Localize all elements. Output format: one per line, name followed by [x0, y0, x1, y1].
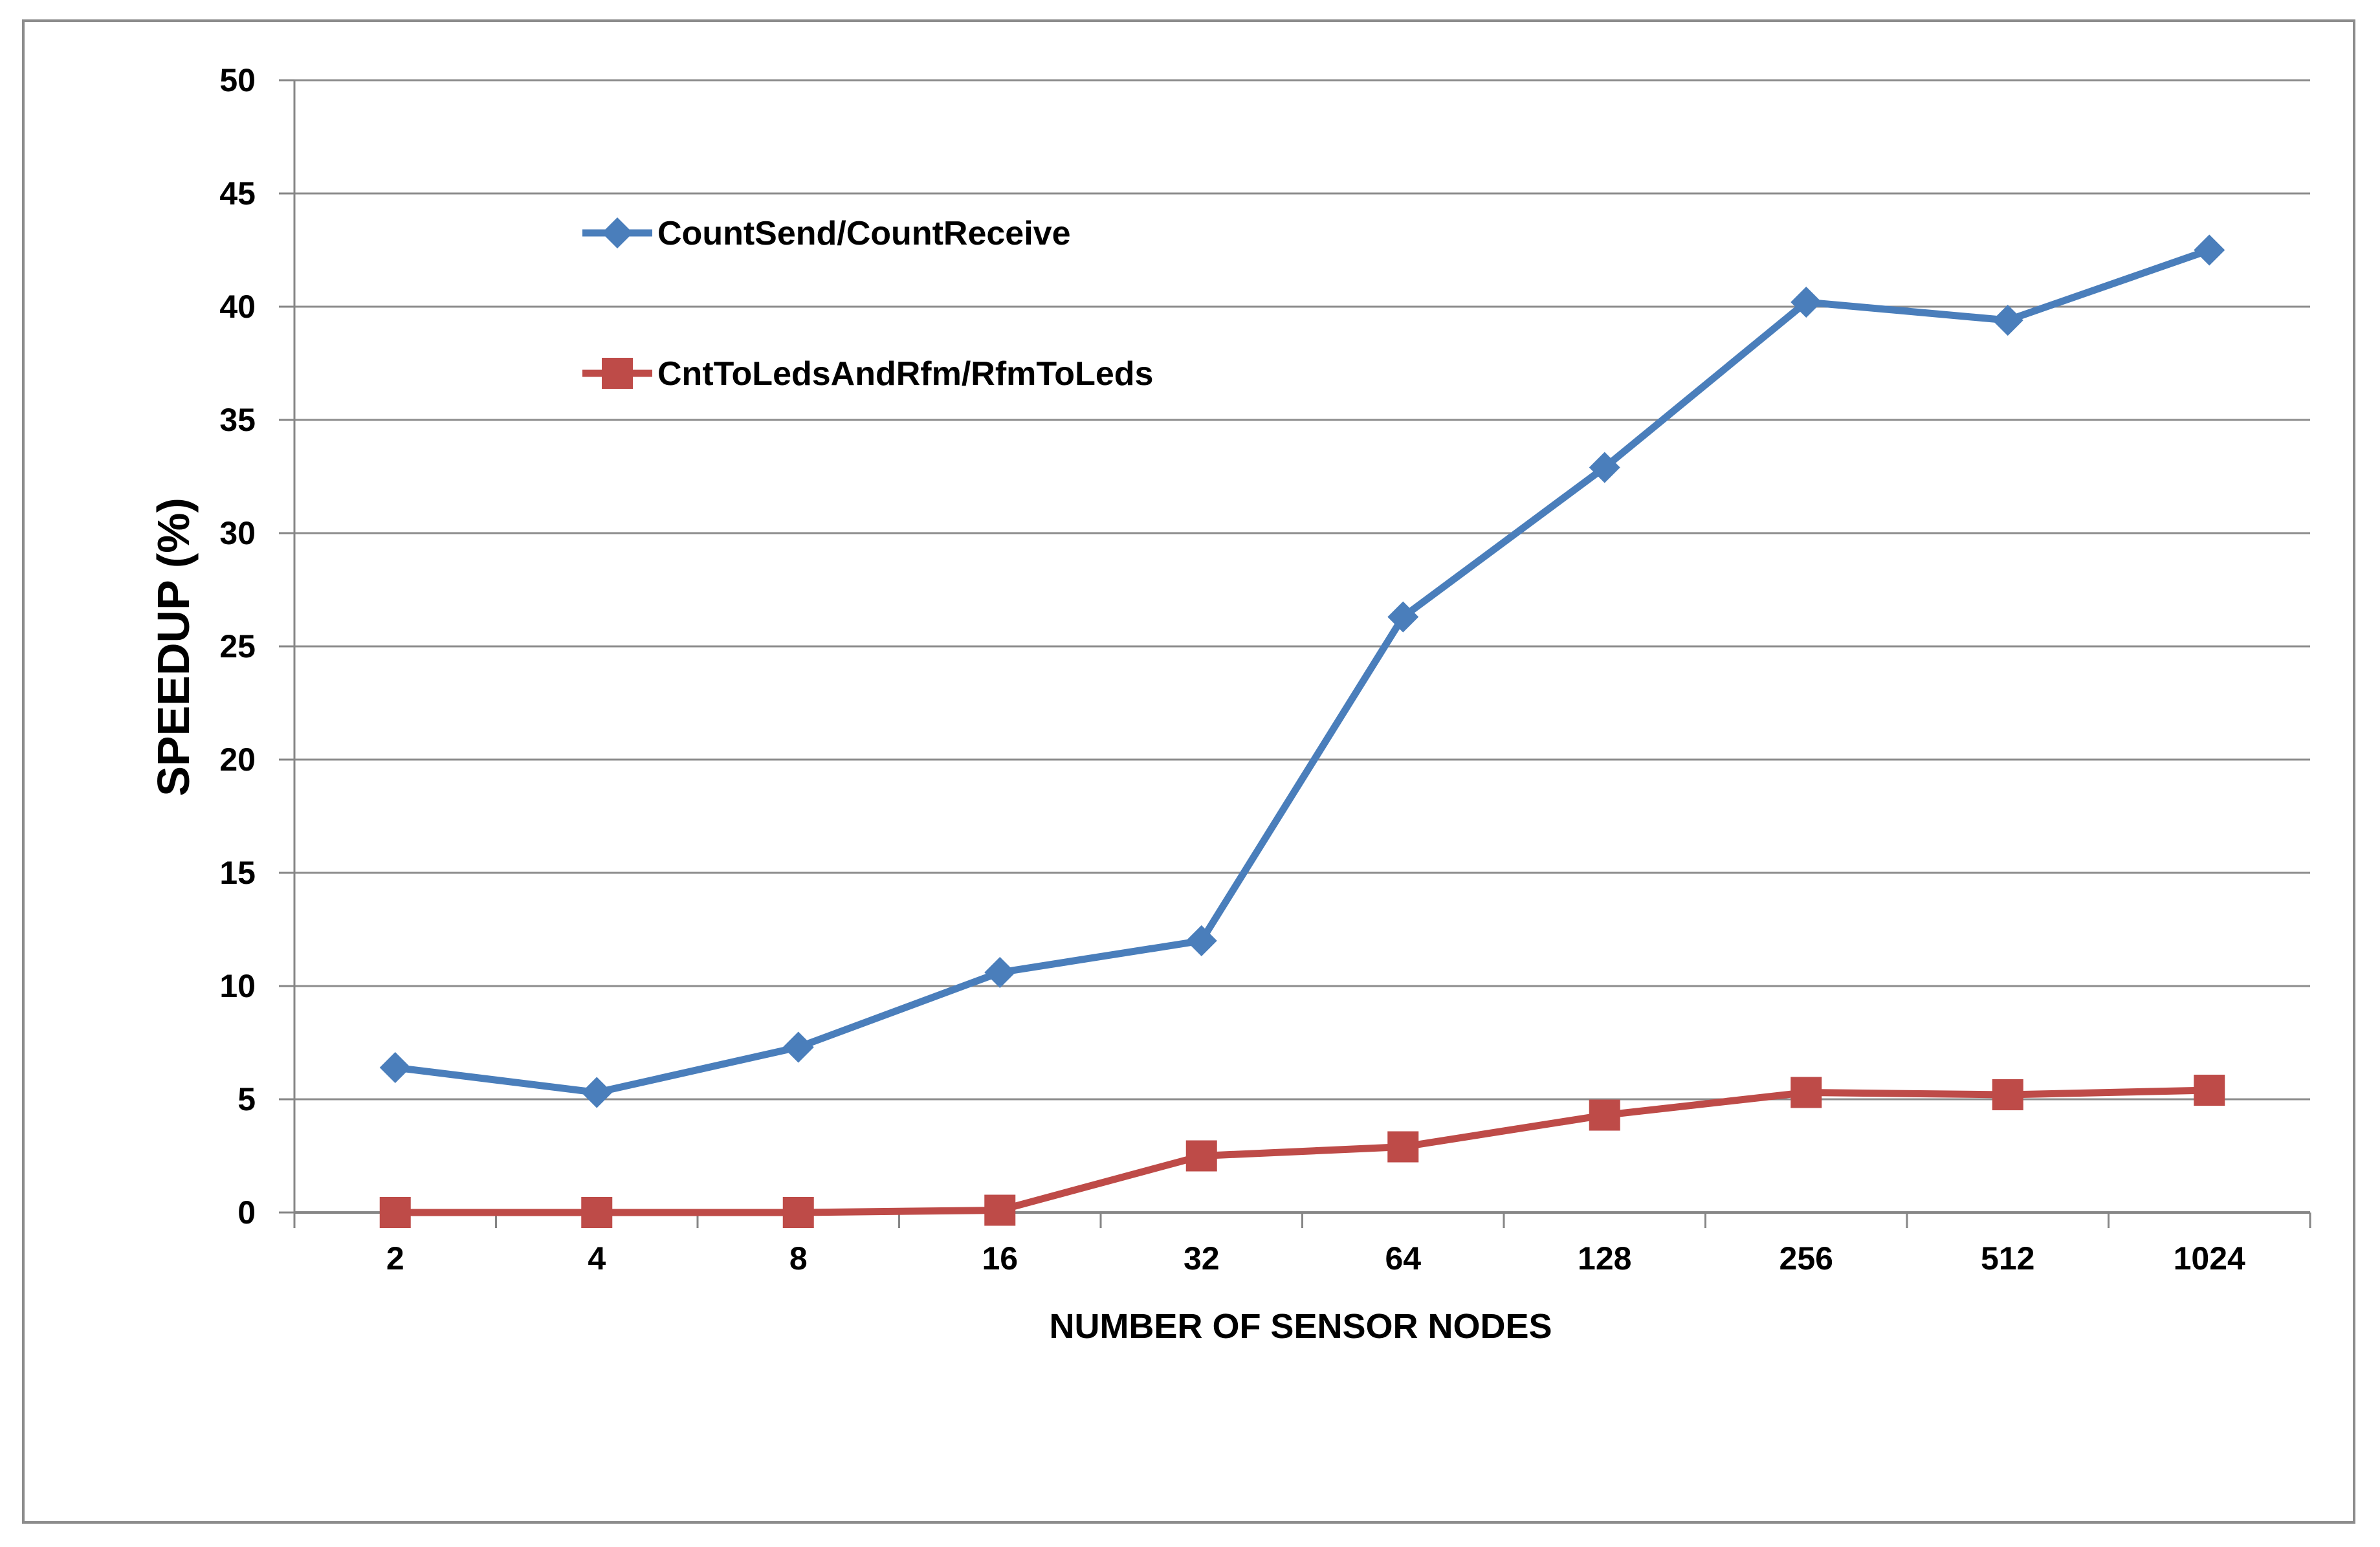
- y-tick-label: 20: [219, 741, 256, 778]
- x-tick-label: 8: [789, 1240, 808, 1277]
- data-point: [782, 1197, 814, 1228]
- y-tick-label: 30: [219, 515, 256, 551]
- series-line: [391, 1086, 2213, 1216]
- data-point: [1387, 601, 1419, 633]
- legend: CountSend/CountReceive CntToLedsAndRfm/Rf…: [582, 215, 1153, 393]
- legend-entry: CntToLedsAndRfm/RfmToLeds: [582, 355, 1153, 393]
- data-point: [581, 1197, 613, 1228]
- data-point: [1185, 1140, 1217, 1172]
- data-point: [1992, 305, 2023, 336]
- y-axis-title: SPEEDUP (%): [148, 498, 199, 796]
- legend-marker: [602, 358, 633, 389]
- data-point: [1185, 925, 1217, 956]
- x-tick-label: 32: [1184, 1240, 1220, 1277]
- data-point: [1589, 452, 1620, 483]
- x-tick-label: 128: [1578, 1240, 1631, 1277]
- x-tick-label: 512: [1981, 1240, 2034, 1277]
- data-point: [379, 1052, 411, 1083]
- data-point: [1791, 1077, 1822, 1108]
- data-point: [379, 1197, 411, 1228]
- x-tick-label: 4: [588, 1240, 606, 1277]
- data-point: [581, 1077, 613, 1108]
- series-lines: [379, 234, 2225, 1228]
- data-point: [984, 957, 1016, 988]
- data-point: [1387, 1131, 1419, 1163]
- x-tick-label: 2: [386, 1240, 404, 1277]
- y-tick-label: 45: [219, 175, 256, 212]
- data-point: [1992, 1079, 2023, 1110]
- y-tick-label: 15: [219, 855, 256, 891]
- y-tick-label: 50: [219, 62, 256, 98]
- axes: [279, 79, 2311, 1228]
- x-tick-label: 256: [1779, 1240, 1833, 1277]
- y-tick-label: 5: [237, 1081, 256, 1117]
- x-axis-title: NUMBER OF SENSOR NODES: [1049, 1307, 1552, 1346]
- gridlines: [294, 79, 2310, 1214]
- chart-frame: [22, 19, 2355, 1524]
- x-tick-labels: 2 4 8 16 32 64 128 256 512 1024: [386, 1240, 2245, 1277]
- legend-label: CountSend/CountReceive: [657, 215, 1071, 252]
- y-tick-label: 40: [219, 289, 256, 325]
- y-tick-label: 35: [219, 402, 256, 438]
- legend-label: CntToLedsAndRfm/RfmToLeds: [657, 355, 1153, 393]
- legend-marker: [602, 217, 633, 248]
- series-2: [379, 1075, 2225, 1228]
- y-tick-labels: 0 5 10 15 20 25 30 35 40 45 50: [219, 62, 256, 1231]
- data-point: [984, 1194, 1016, 1226]
- data-point: [2194, 1075, 2225, 1106]
- series-1: [379, 234, 2225, 1108]
- data-point: [1589, 1099, 1620, 1131]
- x-tick-label: 64: [1385, 1240, 1421, 1277]
- data-point: [1791, 287, 1822, 318]
- y-tick-label: 25: [219, 628, 256, 664]
- series-line: [391, 247, 2213, 1096]
- data-point: [2194, 234, 2225, 266]
- x-tick-label: 16: [982, 1240, 1018, 1277]
- y-tick-label: 0: [237, 1194, 256, 1231]
- legend-entry: CountSend/CountReceive: [582, 215, 1071, 252]
- data-point: [782, 1031, 814, 1063]
- y-tick-label: 10: [219, 968, 256, 1004]
- x-tick-label: 1024: [2174, 1240, 2245, 1277]
